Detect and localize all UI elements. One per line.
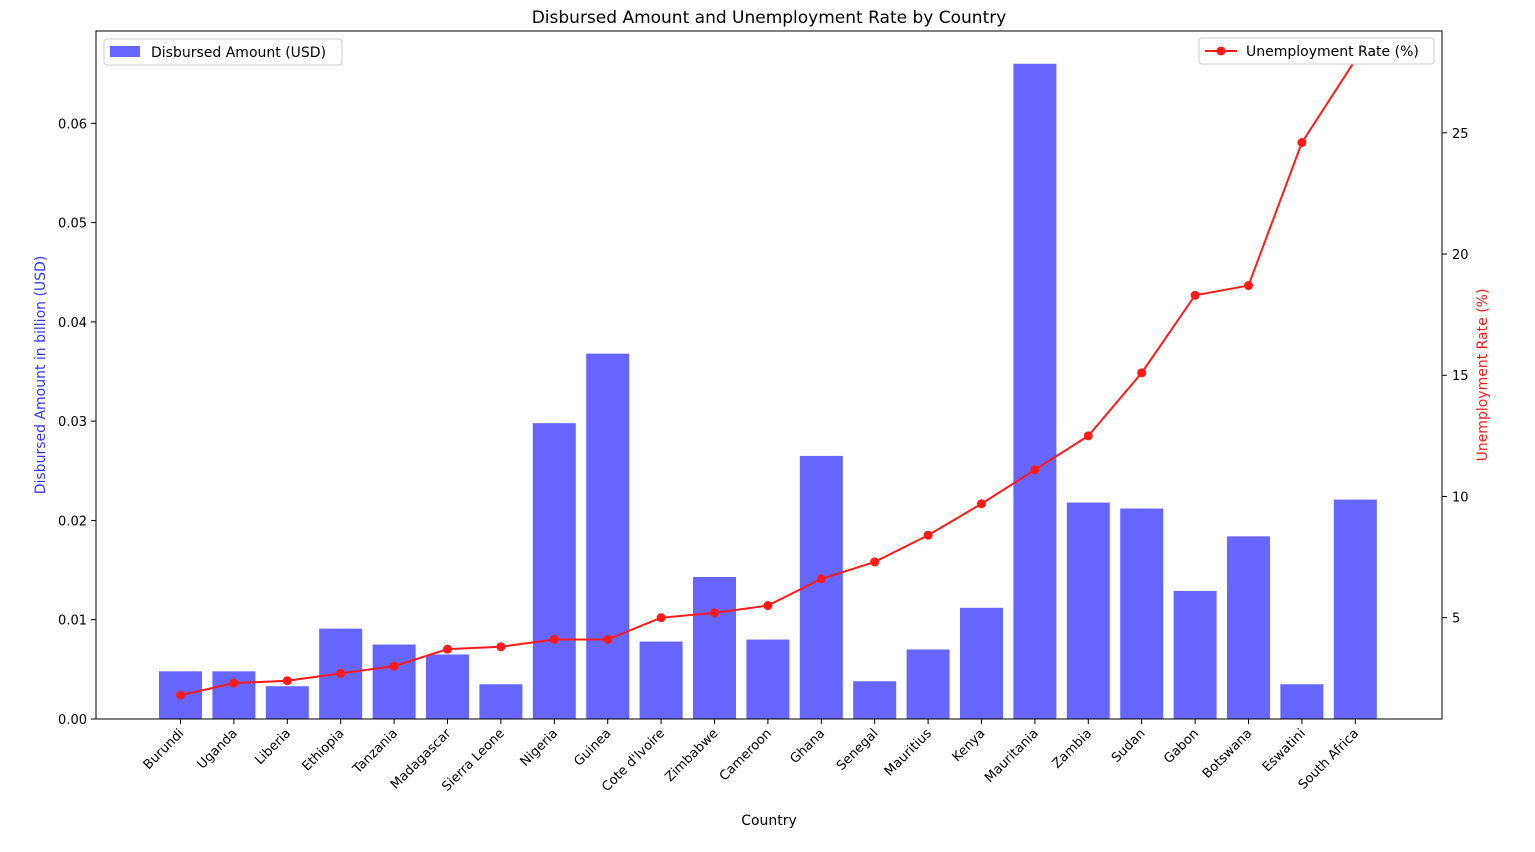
bar-ghana [799, 455, 843, 719]
y-left-tick-label: 0.04 [58, 316, 87, 331]
y-right-tick-label: 5 [1452, 612, 1460, 627]
point-senegal [870, 557, 880, 567]
bar-zambia [1066, 502, 1110, 719]
chart-title: Disbursed Amount and Unemployment Rate b… [532, 8, 1007, 28]
bar-madagascar [426, 654, 469, 719]
bars-layer [159, 63, 1377, 719]
bar-guinea [586, 353, 630, 719]
point-guinea [603, 634, 613, 644]
bar-uganda [212, 671, 256, 719]
bar-nigeria [532, 423, 576, 719]
point-burundi [176, 690, 185, 700]
point-ghana [816, 574, 826, 584]
line-layer [176, 55, 1360, 700]
point-mauritius [923, 530, 933, 540]
legend-line: Unemployment Rate (%) [1198, 37, 1435, 65]
y-left-tick-label: 0.06 [58, 117, 87, 132]
point-liberia [282, 676, 292, 686]
y-left-tick-label: 0.05 [58, 217, 87, 232]
y-axis-left: 0.00 0.01 0.02 0.03 0.04 0.05 0.06 [58, 117, 96, 728]
legend-bars-frame [103, 38, 343, 66]
point-cote-d-ivoire [656, 613, 666, 623]
y-axis-right-label: Unemployment Rate (%) [1475, 289, 1491, 462]
point-eswatini [1297, 138, 1307, 148]
y-right-tick-label: 25 [1452, 127, 1469, 142]
bar-eswatini [1280, 684, 1324, 719]
bar-mauritania [1013, 63, 1057, 719]
point-nigeria [549, 634, 559, 644]
point-cameroon [763, 601, 773, 611]
bar-senegal [853, 681, 897, 719]
y-left-tick-label: 0.01 [58, 614, 87, 629]
legend-bars-label: Disbursed Amount (USD) [151, 45, 326, 61]
y-right-tick-label: 10 [1452, 490, 1469, 505]
bar-gabon [1173, 590, 1217, 719]
bar-sierra-leone [479, 684, 523, 719]
x-axis-label: Country [741, 813, 797, 829]
point-zambia [1083, 431, 1093, 441]
bar-cameroon [746, 639, 790, 719]
bar-tanzania [372, 644, 416, 719]
bar-mauritius [906, 649, 950, 719]
y-axis-left-label: Disbursed Amount in billion (USD) [33, 256, 49, 495]
legend-line-marker [1216, 46, 1226, 56]
bar-cote-d-ivoire [639, 641, 683, 719]
point-ethiopia [336, 668, 346, 678]
y-left-tick-label: 0.03 [58, 415, 87, 430]
legend-bar-swatch [110, 46, 140, 57]
y-left-tick-label: 0.00 [58, 713, 87, 728]
y-right-tick-label: 15 [1452, 369, 1469, 384]
bar-liberia [265, 686, 309, 719]
bar-kenya [960, 607, 1003, 719]
legend-line-label: Unemployment Rate (%) [1246, 44, 1419, 60]
legend-bars: Disbursed Amount (USD) [103, 38, 343, 66]
bar-south-africa [1333, 499, 1377, 719]
y-left-tick-label: 0.02 [58, 514, 87, 529]
point-tanzania [389, 661, 399, 671]
bar-botswana [1227, 536, 1270, 719]
point-gabon [1190, 290, 1200, 300]
point-madagascar [443, 644, 452, 654]
point-zimbabwe [710, 608, 719, 618]
y-axis-right: 5 10 15 20 25 [1442, 127, 1469, 627]
point-mauritania [1030, 465, 1040, 475]
point-kenya [977, 499, 986, 509]
point-botswana [1244, 281, 1253, 291]
bar-zimbabwe [693, 577, 736, 719]
legend-line-frame [1198, 37, 1435, 65]
point-sudan [1137, 368, 1147, 378]
y-right-tick-label: 20 [1452, 248, 1469, 263]
point-uganda [229, 678, 239, 688]
bar-sudan [1120, 508, 1164, 719]
point-sierra-leone [496, 642, 506, 652]
